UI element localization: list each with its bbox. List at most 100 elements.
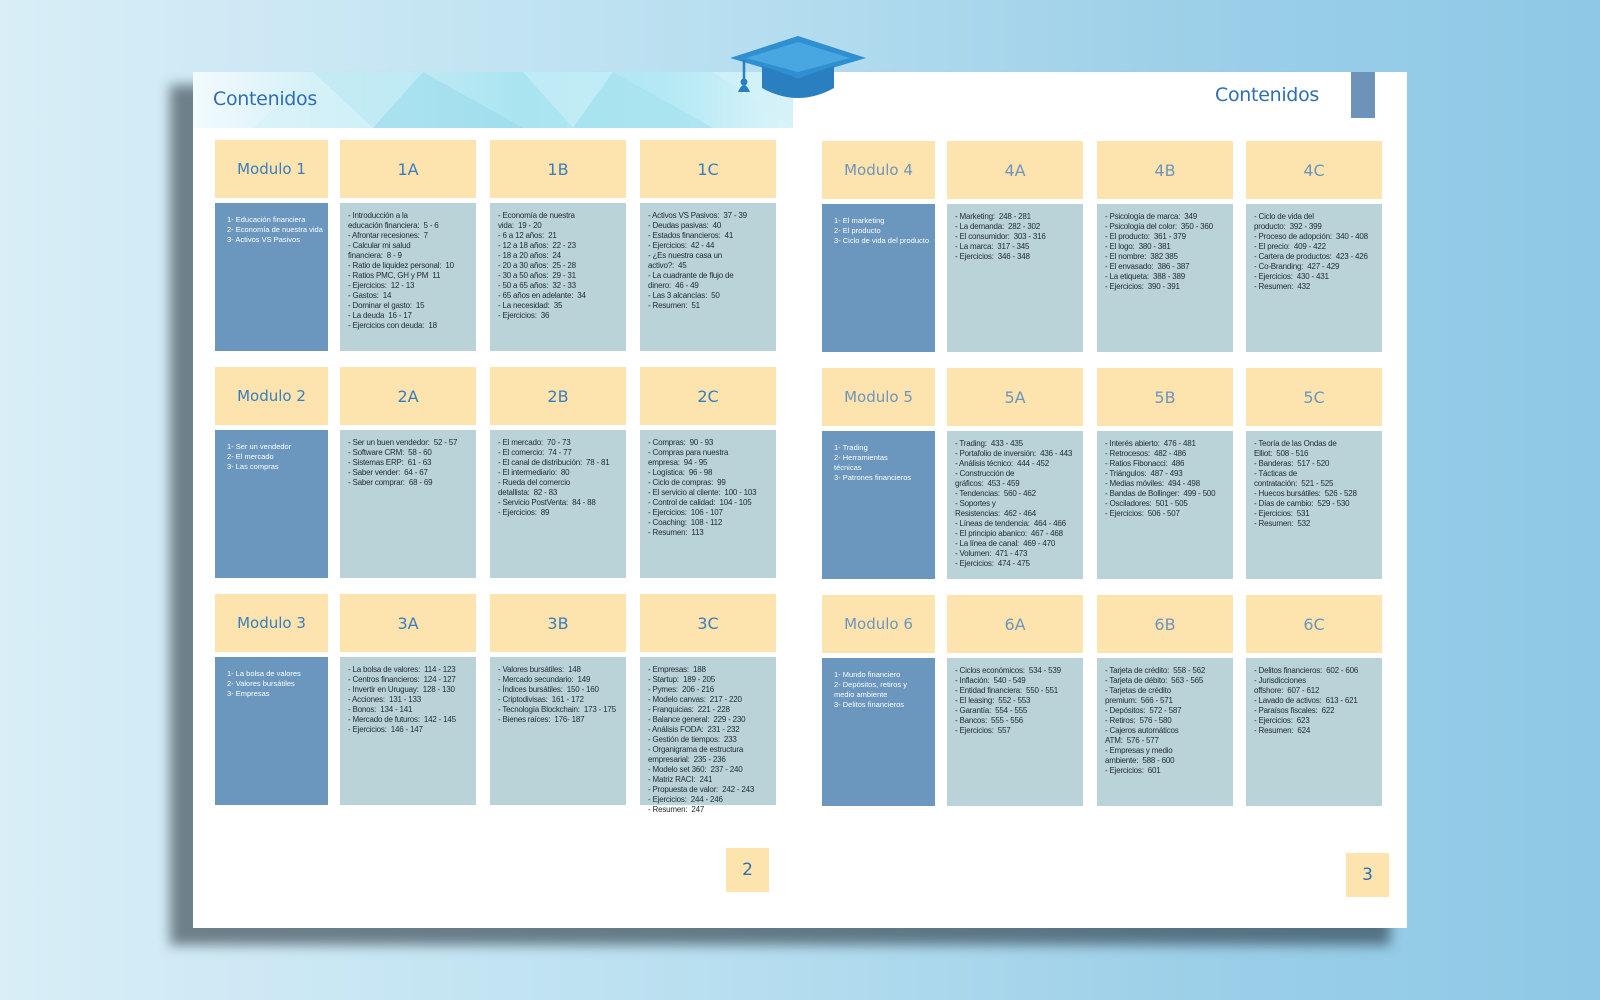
topic-item: 1- Ser un vendedor	[227, 442, 292, 451]
contents-item: - El intermediario: 80	[498, 468, 570, 477]
page-number: 3	[1346, 853, 1389, 897]
contents-item: - La necesidad: 35	[498, 301, 563, 310]
contents-item: - Proceso de adopción: 340 - 408	[1254, 232, 1368, 241]
contents-item: detallista: 82 - 83	[498, 488, 558, 497]
contents-item: - Líneas de tendencia: 464 - 466	[955, 519, 1066, 528]
contents-list: - El mercado: 70 - 73- El comercio: 74 -…	[490, 430, 626, 518]
contents-item: - El producto: 361 - 379	[1105, 232, 1186, 241]
contents-item: vida: 19 - 20	[498, 221, 542, 230]
module-topics: 1- El marketing 2- El producto 3- Ciclo de…	[822, 204, 935, 352]
contents-item: producto: 392 - 399	[1254, 222, 1322, 231]
contents-item: - El nombre: 382 385	[1105, 252, 1178, 261]
submodule-contents: - Ciclos económicos: 534 - 539- Inflació…	[947, 658, 1083, 806]
contents-item: - Compras: 90 - 93	[648, 438, 714, 447]
contents-item: - Logística: 96 - 98	[648, 468, 713, 477]
submodule-contents: - Ciclo de vida del producto: 392 - 399- …	[1246, 204, 1382, 352]
contents-list: - Trading: 433 - 435- Portafolio de inve…	[947, 431, 1083, 569]
contents-item: - Cartera de productos: 423 - 426	[1254, 252, 1368, 261]
contents-list: - Empresas: 188- Startup: 189 - 205- Pym…	[640, 657, 776, 815]
contents-item: - Calcular mi salud	[348, 241, 411, 250]
contents-item: - Ciclos económicos: 534 - 539	[955, 666, 1061, 675]
topic-item: técnicas	[834, 463, 862, 472]
submodule-header: 2A	[340, 367, 476, 425]
contents-item: - Interés abierto: 476 - 481	[1105, 439, 1196, 448]
module-header: Modulo 5	[822, 368, 935, 426]
contents-list: - La bolsa de valores: 114 - 123- Centro…	[340, 657, 476, 735]
contents-item: - Banderas: 517 - 520	[1254, 459, 1330, 468]
submodule-contents: - Activos VS Pasivos: 37 - 39- Deudas pa…	[640, 203, 776, 351]
contents-item: - Ratios PMC, GH y PM 11	[348, 271, 441, 280]
submodule-header: 3C	[640, 594, 776, 652]
contents-item: - El principio abanico: 467 - 468	[955, 529, 1063, 538]
submodule-header: 2C	[640, 367, 776, 425]
topic-item: 2- Economía de nuestra vida	[227, 225, 323, 234]
contents-item: - Ciclo de compras: 99	[648, 478, 726, 487]
topic-item: 2- Valores bursátiles	[227, 679, 295, 688]
contents-item: - 30 a 50 años: 29 - 31	[498, 271, 576, 280]
module-header: Modulo 3	[215, 594, 328, 652]
contents-item: - El precio: 409 - 422	[1254, 242, 1326, 251]
contents-item: - 6 a 12 años: 21	[498, 231, 557, 240]
submodule-header: 4B	[1097, 141, 1233, 199]
module-topics: 1- Educación financiera 2- Economía de nu…	[215, 203, 328, 351]
contents-list: - Introducción a la educación financiera:…	[340, 203, 476, 331]
submodule-contents: - Interés abierto: 476 - 481- Retrocesos…	[1097, 431, 1233, 579]
contents-item: - Bonos: 134 - 141	[348, 705, 413, 714]
contents-item: - El mercado: 70 - 73	[498, 438, 571, 447]
contents-item: - La deuda 16 - 17	[348, 311, 412, 320]
submodule-header: 4A	[947, 141, 1083, 199]
contents-item: - 65 años en adelante: 34	[498, 291, 586, 300]
contents-item: - Dominar el gasto: 15	[348, 301, 425, 310]
submodule-contents: - Tarjeta de crédito: 558 - 562- Tarjeta…	[1097, 658, 1233, 806]
contents-list: - Activos VS Pasivos: 37 - 39- Deudas pa…	[640, 203, 776, 311]
contents-item: - Software CRM: 58 - 60	[348, 448, 432, 457]
contents-item: ATM: 576 - 577	[1105, 736, 1159, 745]
contents-item: - La cuadrante de flujo de	[648, 271, 734, 280]
contents-item: - Retrocesos: 482 - 486	[1105, 449, 1187, 458]
submodule-header: 6B	[1097, 595, 1233, 653]
contents-list: - Ser un buen vendedor: 52 - 57- Softwar…	[340, 430, 476, 488]
contents-item: - Matriz RACI: 241	[648, 775, 713, 784]
contents-item: - Mercado secundario: 149	[498, 675, 591, 684]
contents-item: - Economía de nuestra	[498, 211, 575, 220]
submodule-contents: - Trading: 433 - 435- Portafolio de inve…	[947, 431, 1083, 579]
submodule-contents: - Delitos financieros: 602 - 606- Jurisd…	[1246, 658, 1382, 806]
topic-item: 1- Mundo financiero	[834, 670, 901, 679]
contents-item: financiera: 8 - 9	[348, 251, 402, 260]
submodule-contents: - Compras: 90 - 93- Compras para nuestra…	[640, 430, 776, 578]
contents-item: - Tecnología Blockchain: 173 - 175	[498, 705, 616, 714]
right-page: Contenidos 3 Modulo 4 1- El marketing 2- E…	[793, 72, 1407, 928]
contents-item: - Acciones: 131 - 133	[348, 695, 421, 704]
contents-item: - Deudas pasivas: 40	[648, 221, 722, 230]
contents-item: - Psicología de marca: 349	[1105, 212, 1197, 221]
contents-item: - Invertir en Uruguay: 128 - 130	[348, 685, 455, 694]
contents-item: - Análisis técnico: 444 - 452	[955, 459, 1050, 468]
topic-item: 2- El mercado	[227, 452, 274, 461]
submodule-contents: - Marketing: 248 - 281- La demanda: 282 …	[947, 204, 1083, 352]
contents-item: - Gestión de tiempos: 233	[648, 735, 737, 744]
contents-item: - Días de cambio: 529 - 530	[1254, 499, 1350, 508]
contents-item: - Estados financieros: 41	[648, 231, 734, 240]
contents-item: - Entidad financiera: 550 - 551	[955, 686, 1059, 695]
topic-item: 2- Depósitos, retiros y	[834, 680, 907, 689]
contents-item: - Índices bursátiles: 150 - 160	[498, 685, 599, 694]
topic-list: 1- Ser un vendedor 2- El mercado 3- Las co…	[215, 430, 328, 472]
contents-item: - Paraísos fiscales: 622	[1254, 706, 1335, 715]
contents-item: - Ejercicios: 36	[498, 311, 550, 320]
contents-item: Resistencias: 462 - 464	[955, 509, 1037, 518]
module-topics: 1- La bolsa de valores 2- Valores bursáti…	[215, 657, 328, 805]
contents-item: - Introducción a la	[348, 211, 408, 220]
graduation-cap-icon	[730, 36, 866, 98]
contents-list: - Ciclos económicos: 534 - 539- Inflació…	[947, 658, 1083, 736]
topic-item: medio ambiente	[834, 690, 888, 699]
topic-item: 3- Las compras	[227, 462, 279, 471]
topic-list: 1- Educación financiera 2- Economía de nu…	[215, 203, 328, 245]
module-header: Modulo 1	[215, 140, 328, 198]
contents-item: - Huecos bursátiles: 526 - 528	[1254, 489, 1357, 498]
module-topics: 1- Mundo financiero 2- Depósitos, retiros…	[822, 658, 935, 806]
contents-item: - Ciclo de vida del	[1254, 212, 1314, 221]
contents-item: - Coaching: 108 - 112	[648, 518, 723, 527]
contents-item: - Criptodivisas: 161 - 172	[498, 695, 584, 704]
topic-item: 1- La bolsa de valores	[227, 669, 301, 678]
contents-item: - Ejercicios: 531	[1254, 509, 1310, 518]
